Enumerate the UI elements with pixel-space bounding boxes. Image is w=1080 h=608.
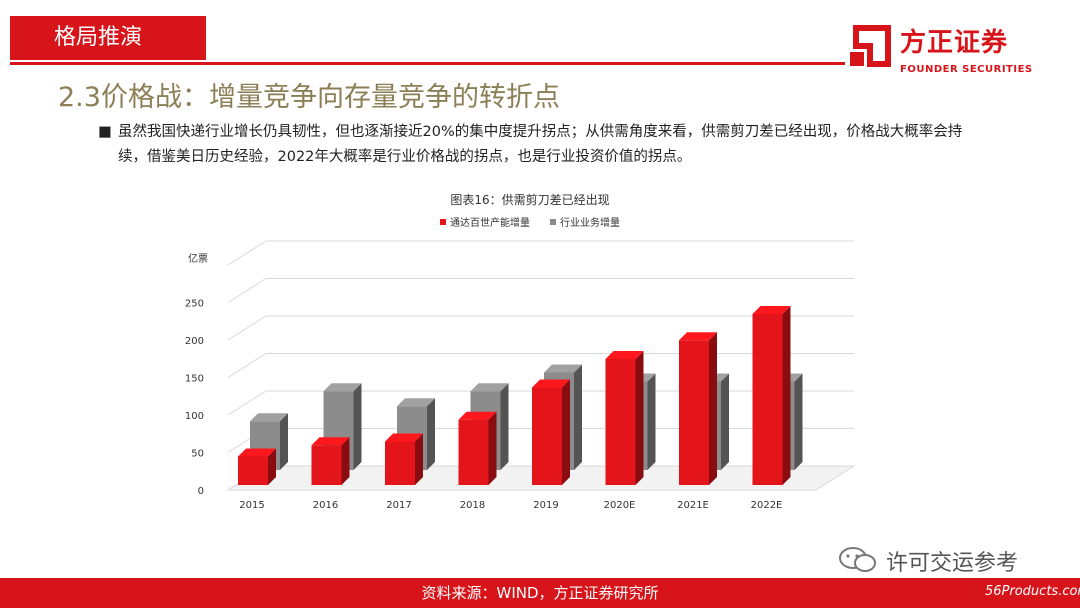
bullet-icon: ■	[98, 124, 112, 140]
bar-2018-industry-growth-side	[500, 383, 509, 470]
slide-title: 2.3价格战：增量竞争向存量竞争的转折点	[58, 82, 560, 113]
legend-label-1: 通达百世产能增量	[450, 216, 530, 229]
gridline-side	[227, 353, 267, 378]
bar-2016-industry-growth-top	[323, 383, 362, 392]
chart-title: 图表16：供需剪刀差已经出现	[450, 192, 609, 207]
header-divider	[10, 62, 845, 65]
wechat-icon	[839, 547, 876, 572]
y-tick-label: 50	[191, 449, 204, 460]
legend-swatch-1	[440, 219, 446, 225]
founder-logo: 方正证券 FOUNDER SECURITIES	[848, 20, 1068, 80]
logo-name-cn: 方正证券	[900, 28, 1009, 58]
bar-2022E-capacity-growth-side	[782, 306, 791, 485]
bar-2019-capacity-growth-top	[532, 379, 570, 388]
bar-2016-capacity-growth-top	[311, 437, 350, 446]
wechat-watermark: 许可交运参考	[838, 545, 1058, 576]
x-tick-label: 2021E	[677, 500, 709, 511]
bar-2022E-capacity-growth	[752, 314, 783, 485]
gridline-side	[227, 390, 267, 416]
section-tab: 格局推演	[10, 16, 206, 60]
x-tick-label: 2020E	[604, 500, 636, 511]
bar-2018-capacity-growth	[458, 419, 489, 485]
bar-2015-industry-growth-top	[250, 413, 288, 422]
bar-2015-industry-growth-side	[280, 413, 288, 470]
y-tick-label: 250	[185, 299, 204, 310]
bar-2015-capacity-growth	[238, 456, 268, 485]
source-note: 资料来源：WIND，方正证券研究所	[421, 584, 659, 602]
bar-2020E-capacity-growth-top	[605, 351, 644, 359]
bar-2018-capacity-growth-side	[488, 411, 497, 485]
bar-2022E-industry-growth-side	[794, 373, 803, 470]
bar-2018-industry-growth-top	[470, 383, 509, 392]
legend-label-2: 行业业务增量	[560, 216, 620, 229]
x-tick-label: 2016	[313, 500, 338, 511]
bar-2017-industry-growth-side	[427, 398, 435, 470]
y-tick-label: 150	[185, 374, 204, 385]
bar-2017-capacity-growth	[385, 441, 415, 485]
y-tick-label: 0	[198, 486, 204, 497]
site-watermark: 56Products.com	[985, 584, 1080, 599]
bar-2021E-capacity-growth	[679, 340, 709, 485]
bullet-text-block: ■ 虽然我国快递行业增长仍具韧性，但也逐渐接近20%的集中度提升拐点；从供需角度…	[98, 120, 978, 170]
footer-bar	[0, 578, 1080, 608]
gridline-side	[227, 240, 267, 266]
founder-logo-icon	[850, 25, 891, 67]
gridline-side	[227, 315, 267, 341]
bar-2015-capacity-growth-side	[268, 448, 276, 485]
bar-2018-capacity-growth-top	[458, 411, 497, 420]
bar-2016-capacity-growth	[311, 445, 342, 485]
bar-2020E-capacity-growth	[605, 359, 636, 485]
bar-2015-capacity-growth-top	[238, 448, 276, 457]
bar-2022E-capacity-growth-top	[752, 306, 791, 314]
bullet-text: 虽然我国快递行业增长仍具韧性，但也逐渐接近20%的集中度提升拐点；从供需角度来看…	[118, 124, 963, 165]
gridline-side	[227, 278, 267, 303]
bar-2016-industry-growth-side	[353, 383, 362, 470]
bar-2017-capacity-growth-top	[385, 433, 423, 442]
bar-2019-industry-growth-side	[574, 364, 582, 470]
y-tick-label: 100	[185, 411, 204, 422]
y-tick-label: 200	[185, 336, 204, 347]
bar-2017-industry-growth-top	[397, 398, 435, 407]
bar-2020E-capacity-growth-side	[635, 351, 644, 485]
section-label: 格局推演	[54, 25, 143, 50]
wechat-account-name: 许可交运参考	[886, 551, 1019, 576]
bar-2021E-capacity-growth-top	[679, 332, 717, 341]
bar-2017-capacity-growth-side	[415, 433, 423, 485]
x-tick-label: 2019	[533, 500, 558, 511]
x-tick-label: 2018	[460, 500, 485, 511]
bar-2021E-capacity-growth-side	[709, 332, 717, 485]
bar-2016-capacity-growth-side	[341, 437, 350, 485]
x-tick-label: 2015	[239, 500, 264, 511]
legend-swatch-2	[550, 219, 556, 225]
x-tick-label: 2022E	[751, 500, 783, 511]
bar-2020E-industry-growth-side	[647, 373, 656, 470]
bar-2021E-industry-growth-side	[721, 373, 729, 470]
x-tick-label: 2017	[386, 500, 411, 511]
y-axis-unit-label: 亿票	[188, 252, 208, 265]
bar-2019-capacity-growth	[532, 387, 562, 485]
logo-name-en: FOUNDER SECURITIES	[900, 64, 1033, 75]
bar-2019-industry-growth-top	[544, 364, 582, 373]
bar-2019-capacity-growth-side	[562, 379, 570, 485]
